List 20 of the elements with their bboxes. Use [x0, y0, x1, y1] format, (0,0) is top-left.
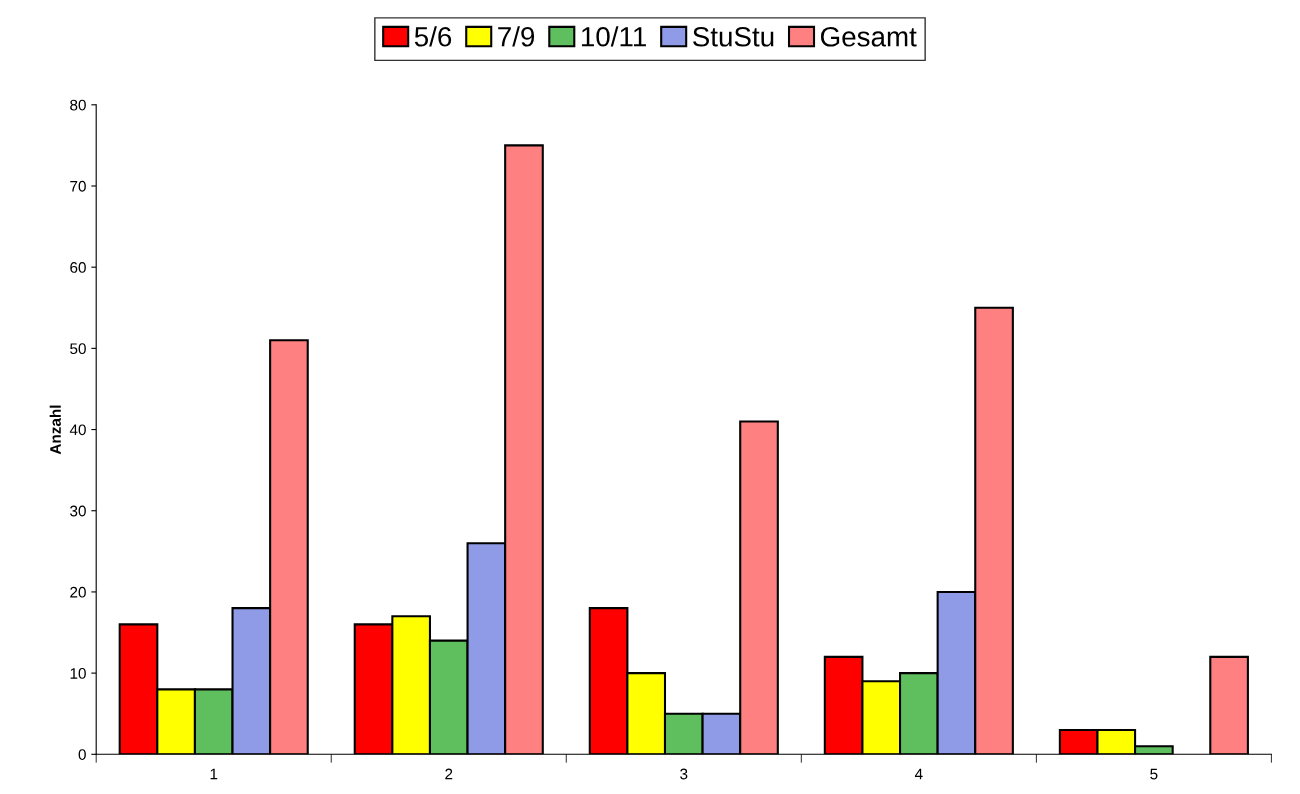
legend-label: 7/9 [498, 26, 535, 47]
x-tick-label: 4 [914, 768, 923, 780]
y-tick-label: 20 [70, 586, 86, 598]
x-tick-label: 2 [445, 768, 453, 780]
y-tick-label: 30 [70, 505, 86, 517]
legend-label: 5/6 [414, 26, 452, 47]
y-tick-label: 70 [70, 180, 86, 192]
legend-label: Gesamt [820, 26, 917, 47]
legend-label: 10/11 [581, 26, 646, 47]
y-tick-label: 40 [69, 424, 86, 436]
y-tick-label: 10 [70, 667, 86, 679]
x-tick-label: 3 [680, 768, 688, 780]
y-tick-label: 60 [70, 262, 86, 273]
x-tick-label: 5 [1150, 768, 1158, 780]
y-axis-title: Anzahl [49, 405, 61, 455]
y-tick-label: 0 [78, 749, 86, 760]
legend-label: StuStu [693, 26, 774, 47]
y-tick-label: 50 [70, 343, 86, 355]
x-tick-label: 1 [210, 768, 218, 780]
y-tick-label: 80 [70, 99, 86, 111]
